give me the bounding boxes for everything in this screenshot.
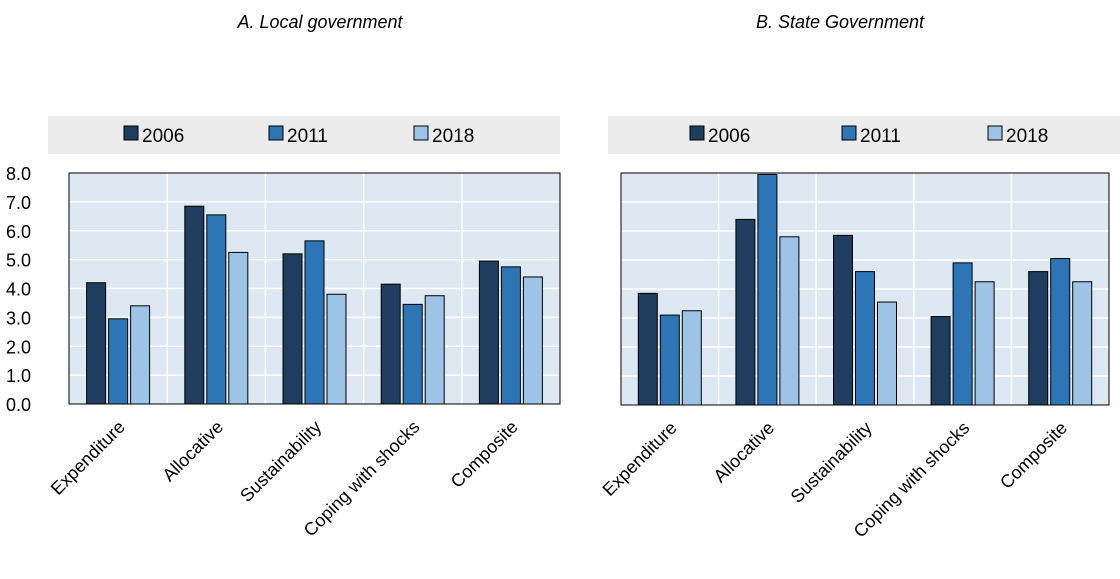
legend-label-2011: 2011 — [287, 126, 328, 147]
bar-2011-composite — [500, 266, 521, 405]
bar-2011-coping-with-shocks — [952, 262, 973, 406]
legend-swatch-2018 — [987, 125, 1003, 141]
x-tick-label: Expenditure — [47, 417, 129, 499]
bar-2018-composite — [1072, 281, 1093, 406]
x-tick-label: Sustainability — [236, 417, 325, 506]
bar-2006-expenditure — [637, 292, 658, 406]
bar-2018-expenditure — [130, 305, 151, 405]
bar-2006-composite — [478, 260, 499, 405]
legend-swatch-2011 — [268, 125, 284, 141]
bar-2018-coping-with-shocks — [424, 295, 445, 405]
plot-border — [68, 172, 561, 405]
x-tick-label: Composite — [996, 418, 1071, 493]
y-tick-label: 5.0 — [6, 251, 31, 271]
y-tick-label: 6.0 — [6, 222, 31, 242]
x-tick-label: Expenditure — [599, 418, 681, 500]
bar-2018-composite — [522, 276, 543, 405]
bar-2006-composite — [1028, 271, 1049, 406]
y-tick-label: 4.0 — [6, 280, 31, 300]
bar-2011-allocative — [757, 173, 778, 406]
y-tick-label: 8.0 — [6, 164, 31, 184]
panel-local-government: A. Local government 2006 2011 2018 Expendit… — [6, 12, 561, 540]
bar-chart-local-government: 2006 2011 2018 Expenditure Allocative Sustain… — [6, 116, 561, 540]
bar-2006-allocative — [735, 218, 756, 406]
legend-swatch-2006 — [123, 125, 139, 141]
panel-state-government: B. State Government 2006 2011 2018 Expendit… — [560, 0, 1120, 579]
legend-label-2006: 2006 — [142, 126, 184, 147]
y-tick-label: 2.0 — [6, 337, 31, 357]
legend-swatch-2006 — [689, 125, 705, 141]
bar-2018-expenditure — [681, 310, 702, 406]
plot-border — [620, 172, 1110, 406]
bar-2011-coping-with-shocks — [402, 303, 423, 405]
legend-label-2011: 2011 — [860, 126, 901, 147]
bar-2018-sustainability — [877, 301, 897, 406]
bar-2011-allocative — [206, 214, 227, 405]
legend-label-2018: 2018 — [432, 126, 474, 147]
y-tick-label: 0.0 — [6, 395, 31, 415]
bar-2018-coping-with-shocks — [974, 281, 995, 406]
bar-chart-state-government: 2006 2011 2018 Expenditure Allocative Sustain… — [599, 116, 1120, 541]
bar-2011-composite — [1050, 258, 1071, 406]
y-tick-label: 1.0 — [6, 366, 31, 386]
chart-title: A. Local government — [237, 12, 403, 32]
x-tick-label: Allocative — [159, 417, 228, 486]
bar-2011-expenditure — [659, 314, 680, 406]
bar-2011-expenditure — [108, 318, 129, 405]
bar-2018-allocative — [779, 236, 800, 406]
chart-title: B. State Government — [755, 12, 925, 32]
bar-2006-coping-with-shocks — [930, 316, 951, 406]
x-tick-label: Allocative — [710, 418, 779, 487]
legend-label-2018: 2018 — [1006, 126, 1048, 147]
x-tick-label: Composite — [447, 417, 522, 492]
legend-swatch-2018 — [413, 125, 429, 141]
bar-2006-expenditure — [86, 282, 107, 405]
bar-2006-allocative — [184, 205, 205, 405]
bar-2011-sustainability — [304, 240, 325, 405]
x-tick-label: Sustainability — [787, 418, 876, 507]
bar-2018-sustainability — [326, 293, 347, 405]
bar-2006-coping-with-shocks — [380, 283, 401, 405]
y-tick-label: 7.0 — [6, 193, 31, 213]
legend-swatch-2011 — [841, 125, 857, 141]
legend-label-2006: 2006 — [708, 126, 750, 147]
bar-2011-sustainability — [855, 271, 875, 406]
y-tick-label: 3.0 — [6, 308, 31, 328]
bar-2006-sustainability — [833, 234, 853, 406]
bar-2018-allocative — [228, 251, 249, 405]
bar-2006-sustainability — [282, 253, 303, 405]
